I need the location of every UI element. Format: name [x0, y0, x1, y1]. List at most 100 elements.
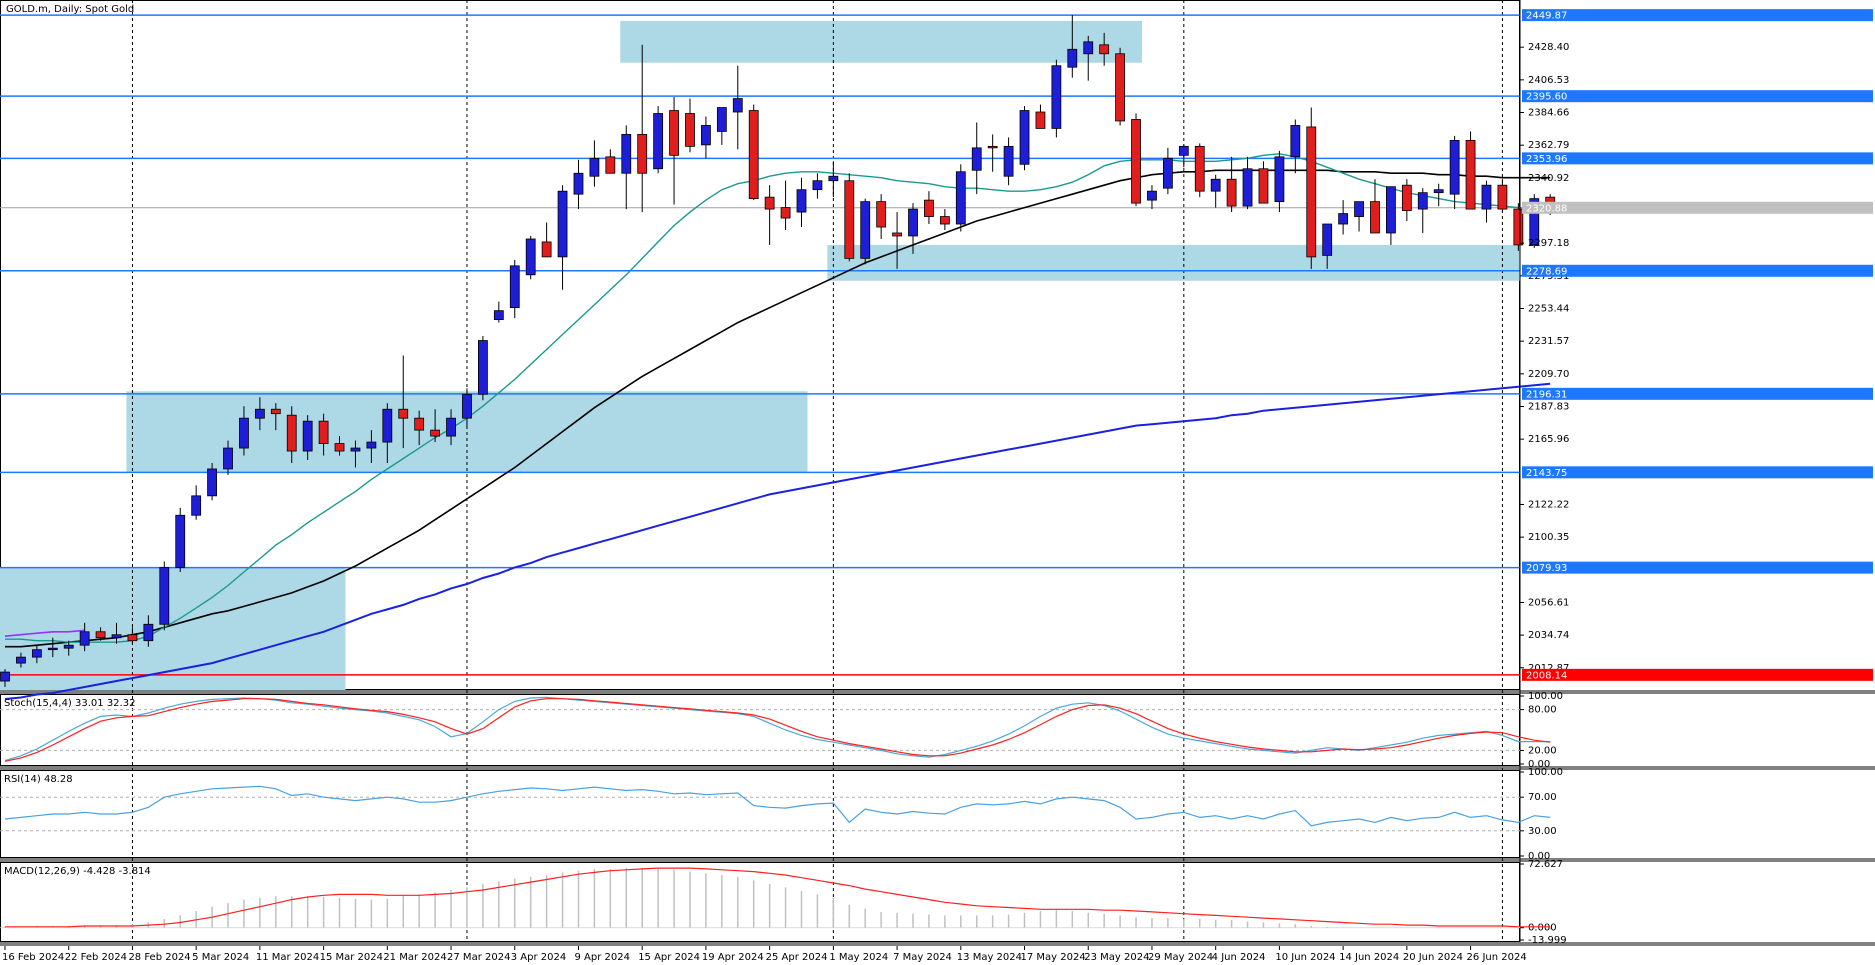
- candle-bull: [0, 671, 10, 682]
- candle-bull: [159, 567, 170, 625]
- time-tick-label: 15 Apr 2024: [638, 952, 700, 963]
- candle-bull: [31, 649, 42, 658]
- symbol-label: GOLD.m, Daily: Spot Gold: [6, 4, 134, 15]
- candle-bull: [207, 468, 217, 497]
- macd-label: MACD(12,26,9) -4.428 -3.814: [4, 866, 151, 877]
- candle-bear: [318, 420, 329, 444]
- macd-signal-line: [5, 867, 1551, 928]
- price-tick-label: 2406.53: [1528, 75, 1569, 86]
- candle-bear: [398, 408, 409, 419]
- price-tick-label: 2165.96: [1528, 434, 1569, 445]
- candle-bear: [1035, 111, 1046, 129]
- time-tick-label: 25 Apr 2024: [766, 952, 828, 963]
- candle-bear: [780, 207, 791, 219]
- price-tick-label: 2253.44: [1528, 303, 1569, 314]
- time-tick-label: 23 May 2024: [1084, 952, 1149, 963]
- candle-bull: [1354, 201, 1364, 217]
- candle-bull: [1290, 125, 1301, 158]
- time-tick-label: 7 May 2024: [893, 952, 952, 963]
- candle-bull: [1386, 186, 1396, 234]
- time-tick-label: 3 Apr 2024: [511, 952, 566, 963]
- candle-bull: [955, 171, 966, 225]
- candle-bear: [1401, 184, 1412, 211]
- price-tick-label: 2428.40: [1528, 42, 1569, 53]
- candle-bull: [1481, 184, 1492, 210]
- candle-bull: [1147, 190, 1157, 201]
- time-tick-label: 17 May 2024: [1021, 952, 1086, 963]
- price-tick-label: 2384.66: [1528, 108, 1569, 119]
- time-axis: 16 Feb 2024 22 Feb 2024 28 Feb 2024 5 Mar 2…: [2, 946, 1527, 963]
- time-tick-label: 27 Mar 2024: [447, 952, 510, 963]
- candle-bull: [701, 125, 711, 146]
- candle-bull: [1051, 65, 1062, 129]
- candle-bear: [669, 110, 679, 156]
- price-tick-label: 2122.22: [1528, 499, 1569, 510]
- candle-bull: [143, 623, 154, 642]
- indicator-tick-label: -13.999: [1528, 935, 1567, 946]
- price-tag-label: 2278.69: [1526, 266, 1567, 277]
- price-tick-label: 2012.87: [1528, 663, 1569, 674]
- time-tick-label: 15 Mar 2024: [320, 952, 383, 963]
- candle-bull: [796, 189, 807, 213]
- candle-bear: [892, 232, 902, 237]
- indicator-tick-label: 20.00: [1528, 745, 1557, 756]
- price-tag-label: 2395.60: [1526, 92, 1567, 103]
- price-tag: [1522, 561, 1873, 574]
- candle-bull: [239, 417, 249, 449]
- candle-bull: [1210, 178, 1221, 192]
- candle-bear: [1194, 145, 1205, 192]
- indicator-tick-label: 100.00: [1528, 767, 1563, 778]
- candle-bull: [493, 310, 504, 321]
- candle-bull: [971, 147, 982, 171]
- candle-bear: [1513, 208, 1524, 246]
- candle-bear: [334, 443, 345, 452]
- price-tick-label: 2340.92: [1528, 173, 1569, 184]
- time-tick-label: 13 May 2024: [957, 952, 1022, 963]
- time-tick-label: 16 Feb 2024: [2, 952, 64, 963]
- time-tick-label: 10 Jun 2024: [1275, 952, 1335, 963]
- candle-bull: [111, 634, 122, 639]
- candle-bull: [47, 647, 58, 651]
- candle-bear: [95, 631, 106, 639]
- candle-bull: [175, 514, 186, 568]
- price-tag: [1522, 9, 1873, 22]
- time-tick-label: 9 Apr 2024: [574, 952, 629, 963]
- candle-bull: [557, 190, 568, 258]
- candle-bull: [621, 134, 632, 174]
- candle-bull: [191, 495, 202, 516]
- ma-slow-line: [4, 382, 1551, 700]
- candle-bull: [16, 656, 26, 664]
- indicator-panels: 100.00 80.00 20.00 0.00 Stoch(15,4,4) 33.01 …: [0, 691, 1567, 946]
- time-tick-label: 1 May 2024: [829, 952, 888, 963]
- rsi-label: RSI(14) 48.28: [4, 774, 73, 785]
- price-tick-label: 2100.35: [1528, 532, 1569, 543]
- price-tick-label: 2362.79: [1528, 140, 1569, 151]
- candle-bear: [924, 199, 934, 217]
- price-tag-label: 2320.88: [1526, 203, 1567, 214]
- price-tag-label: 2008.14: [1526, 670, 1567, 681]
- candle-bear: [876, 201, 887, 228]
- candle-bull: [509, 265, 520, 309]
- stoch-label: Stoch(15,4,4) 33.01 32.32: [4, 698, 135, 709]
- candle-bear: [286, 414, 297, 452]
- panel-separator: [0, 690, 1875, 694]
- price-tag: [1522, 201, 1873, 214]
- candle-bull: [732, 98, 743, 113]
- price-tag: [1522, 152, 1873, 165]
- candle-bull: [223, 447, 233, 470]
- ma-purple-line: [4, 629, 85, 637]
- candle-bull: [79, 631, 90, 646]
- price-tag-label: 2353.96: [1526, 154, 1567, 165]
- price-tag: [1522, 90, 1873, 103]
- candle-bull: [1338, 213, 1349, 225]
- price-tick-label: 2056.61: [1528, 597, 1569, 608]
- candle-bear: [1497, 184, 1508, 210]
- rsi-line: [4, 785, 1551, 827]
- candle-bull: [446, 417, 456, 437]
- candle-bull: [382, 408, 393, 443]
- candle-bull: [716, 107, 727, 132]
- candle-bull: [1019, 110, 1030, 165]
- candle-bull: [1003, 145, 1014, 177]
